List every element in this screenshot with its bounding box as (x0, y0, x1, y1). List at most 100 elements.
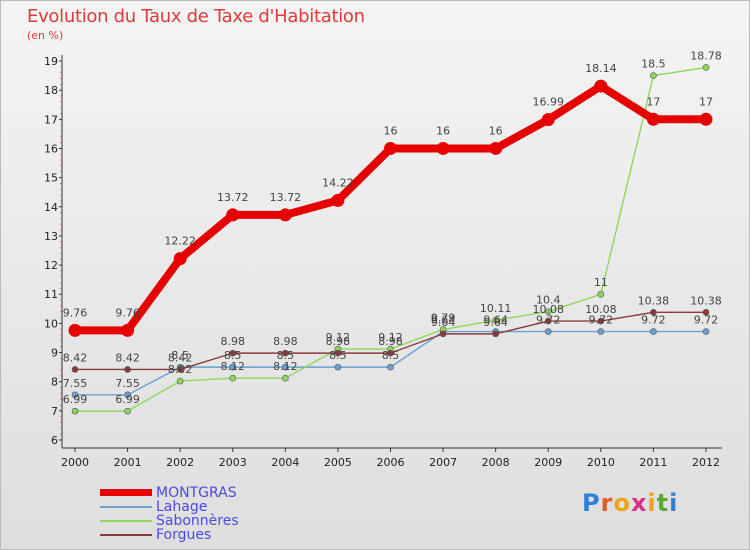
y-tick-label: 15 (44, 172, 58, 185)
data-label: 9.76 (115, 306, 140, 319)
unit-label: (en %) (27, 29, 64, 42)
data-point (226, 208, 240, 222)
legend-label: Sabonnères (156, 513, 239, 529)
data-label: 8.98 (326, 335, 351, 348)
data-point (176, 366, 184, 373)
data-label: 9.64 (431, 314, 456, 327)
data-point (699, 112, 713, 126)
data-label: 18.14 (585, 62, 617, 75)
x-tick-label: 2011 (639, 456, 667, 469)
data-label: 16 (489, 124, 503, 137)
x-tick-label: 2012 (692, 456, 720, 469)
data-point (278, 208, 292, 222)
data-point (702, 309, 710, 316)
y-tick-label: 18 (44, 84, 58, 97)
data-point (282, 374, 289, 382)
data-label: 10.08 (533, 303, 565, 316)
x-tick-label: 2002 (166, 456, 194, 469)
data-label: 9.72 (536, 314, 561, 327)
x-tick-label: 2009 (534, 456, 562, 469)
data-label: 11 (594, 276, 608, 289)
data-label: 7.55 (115, 377, 140, 390)
logo-letter: i (647, 489, 657, 517)
data-label: 18.78 (690, 49, 722, 62)
data-point (702, 64, 710, 71)
logo-letter: r (600, 489, 614, 517)
data-label: 8.5 (277, 349, 295, 362)
x-tick-label: 2010 (587, 456, 615, 469)
y-tick-label: 19 (44, 55, 58, 68)
axes: 6 7 8 9 10 11 12 13 14 15 16 17 18 19 2000 2001 2002 2003… (44, 55, 722, 469)
data-point (541, 113, 555, 127)
y-tick-label: 12 (44, 259, 58, 272)
data-label: 8.42 (168, 351, 193, 364)
data-label: 14.22 (322, 176, 354, 189)
data-label: 8.12 (221, 360, 246, 373)
data-label: 9.64 (483, 316, 508, 329)
data-point (173, 252, 187, 266)
x-tick-label: 2006 (377, 456, 405, 469)
logo-letter: o (613, 489, 631, 517)
data-label: 12.22 (164, 235, 196, 248)
data-point (646, 112, 660, 126)
data-point (650, 72, 657, 79)
x-tick-label: 2003 (219, 456, 247, 469)
x-tick-label: 2000 (61, 456, 89, 469)
data-label: 13.72 (217, 191, 249, 204)
data-point (594, 79, 608, 93)
data-point (436, 141, 450, 155)
legend-swatch (100, 520, 152, 522)
data-point (597, 328, 605, 335)
logo-letter: P (582, 489, 601, 517)
data-point (121, 323, 135, 337)
data-point (384, 141, 397, 155)
x-tick-label: 2005 (324, 456, 352, 469)
data-label: 8.5 (382, 349, 400, 362)
y-tick-label: 17 (44, 113, 58, 126)
data-point (68, 323, 82, 337)
series-layer (68, 64, 713, 415)
data-label: 9.76 (63, 306, 88, 319)
data-point (331, 193, 345, 207)
y-tick-label: 7 (51, 405, 58, 418)
data-point (597, 290, 605, 298)
data-point (544, 328, 552, 335)
data-label: 16.99 (533, 96, 565, 109)
data-label: 10.11 (480, 302, 512, 315)
data-label: 8.5 (329, 349, 347, 362)
data-point (334, 363, 342, 371)
data-label: 9.64 (431, 316, 456, 329)
legend-swatch (100, 489, 152, 496)
x-tick-label: 2007 (429, 456, 457, 469)
y-tick-label: 11 (44, 288, 58, 301)
data-label: 18.5 (641, 58, 666, 71)
data-point (282, 349, 289, 357)
data-label: 8.5 (224, 349, 242, 362)
data-label: 8.02 (168, 363, 193, 376)
x-tick-label: 2001 (114, 456, 142, 469)
data-point (387, 349, 394, 357)
data-label: 9.12 (378, 331, 403, 344)
data-point (71, 407, 79, 415)
data-point (71, 391, 79, 399)
data-label: 16 (436, 124, 450, 137)
data-label: 8.42 (115, 351, 140, 364)
logo-letter: i (669, 489, 679, 517)
x-tick-label: 2004 (271, 456, 299, 469)
data-label: 8.12 (273, 360, 298, 373)
data-point (124, 391, 131, 399)
data-label: 9.72 (589, 314, 614, 327)
data-point (334, 349, 342, 357)
data-point (492, 316, 499, 324)
data-label: 16 (384, 124, 398, 137)
y-tick-label: 9 (51, 347, 58, 360)
data-label: 8.42 (63, 351, 88, 364)
data-point (229, 363, 237, 371)
y-tick-label: 6 (51, 434, 58, 447)
legend-label: MONTGRAS (156, 485, 237, 501)
data-point (489, 141, 503, 155)
legend-label: Lahage (156, 499, 208, 515)
data-point (124, 366, 131, 373)
data-label: 6.99 (63, 393, 88, 406)
